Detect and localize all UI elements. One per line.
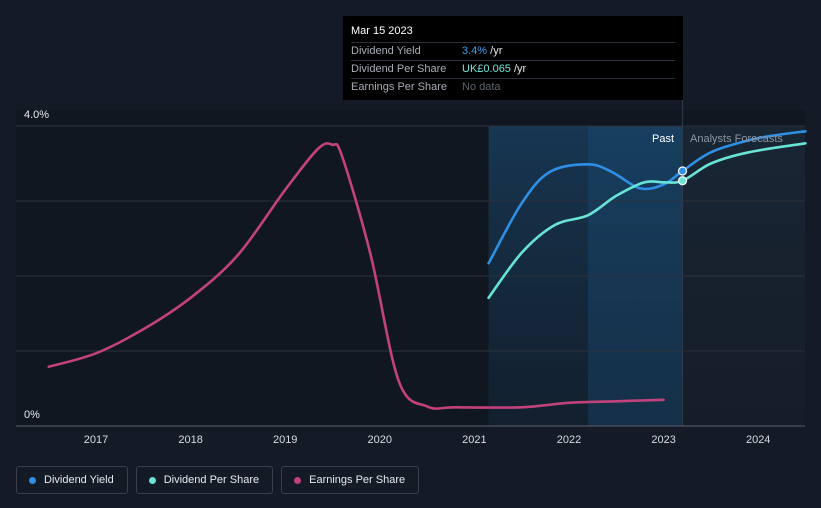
dividend-per-share-line [487,142,807,300]
legend-label: Dividend Per Share [163,474,260,486]
x-tick-label: 2018 [178,434,202,446]
x-tick-label: 2024 [746,434,770,446]
dividend-yield-marker [677,166,688,176]
tooltip-key: Dividend Yield [351,45,421,57]
y-axis-top-label: 4.0% [24,109,49,121]
tooltip-date: Mar 15 2023 [351,25,413,37]
tooltip-suffix: /yr [510,63,527,75]
legend-item-dividend-per-share[interactable]: Dividend Per Share [135,466,274,494]
tooltip-value: No data [462,81,501,93]
legend-label: Dividend Yield [44,474,114,486]
legend-item-dividend-yield[interactable]: Dividend Yield [16,466,128,494]
tooltip-row-earnings-per-share: Earnings Per Share No data [351,78,675,96]
past-label: Past [652,133,674,145]
legend-dot-icon [294,476,302,484]
earnings-per-share-line [47,142,665,410]
dividend-per-share-marker [677,176,688,186]
chart-legend: Dividend Yield Dividend Per Share Earnin… [16,466,420,494]
tooltip-value: UK£0.065 [462,63,511,75]
x-tick-label: 2020 [368,434,392,446]
tooltip-suffix: /yr [487,45,503,57]
x-tick-label: 2019 [273,434,297,446]
dividend-yield-line [487,130,807,265]
x-tick-label: 2021 [462,434,486,446]
hover-tooltip: Mar 15 2023 Dividend Yield 3.4% /yr Divi… [343,16,683,100]
legend-item-earnings-per-share[interactable]: Earnings Per Share [281,466,420,494]
tooltip-value: 3.4% [462,45,488,57]
tooltip-row-dividend-yield: Dividend Yield 3.4% /yr [351,42,675,60]
y-axis-bottom-label: 0% [24,409,40,421]
forecast-label: Analysts Forecasts [690,133,783,145]
x-tick-label: 2023 [651,434,675,446]
tooltip-key: Earnings Per Share [351,81,447,93]
tooltip-row-dividend-per-share: Dividend Per Share UK£0.065 /yr [351,60,675,78]
legend-dot-icon [148,476,156,484]
x-tick-label: 2017 [84,434,108,446]
legend-label: Earnings Per Share [309,474,406,486]
tooltip-key: Dividend Per Share [351,63,447,75]
legend-dot-icon [29,476,36,484]
x-tick-label: 2022 [557,434,581,446]
